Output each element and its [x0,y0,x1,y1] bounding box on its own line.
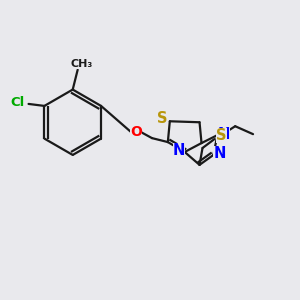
Text: CH₃: CH₃ [70,59,93,69]
Text: S: S [157,111,167,126]
Text: Cl: Cl [11,96,25,110]
Text: N: N [172,143,185,158]
Text: N: N [217,127,230,142]
Text: O: O [130,125,142,139]
Text: S: S [216,128,226,142]
Text: N: N [213,146,226,161]
